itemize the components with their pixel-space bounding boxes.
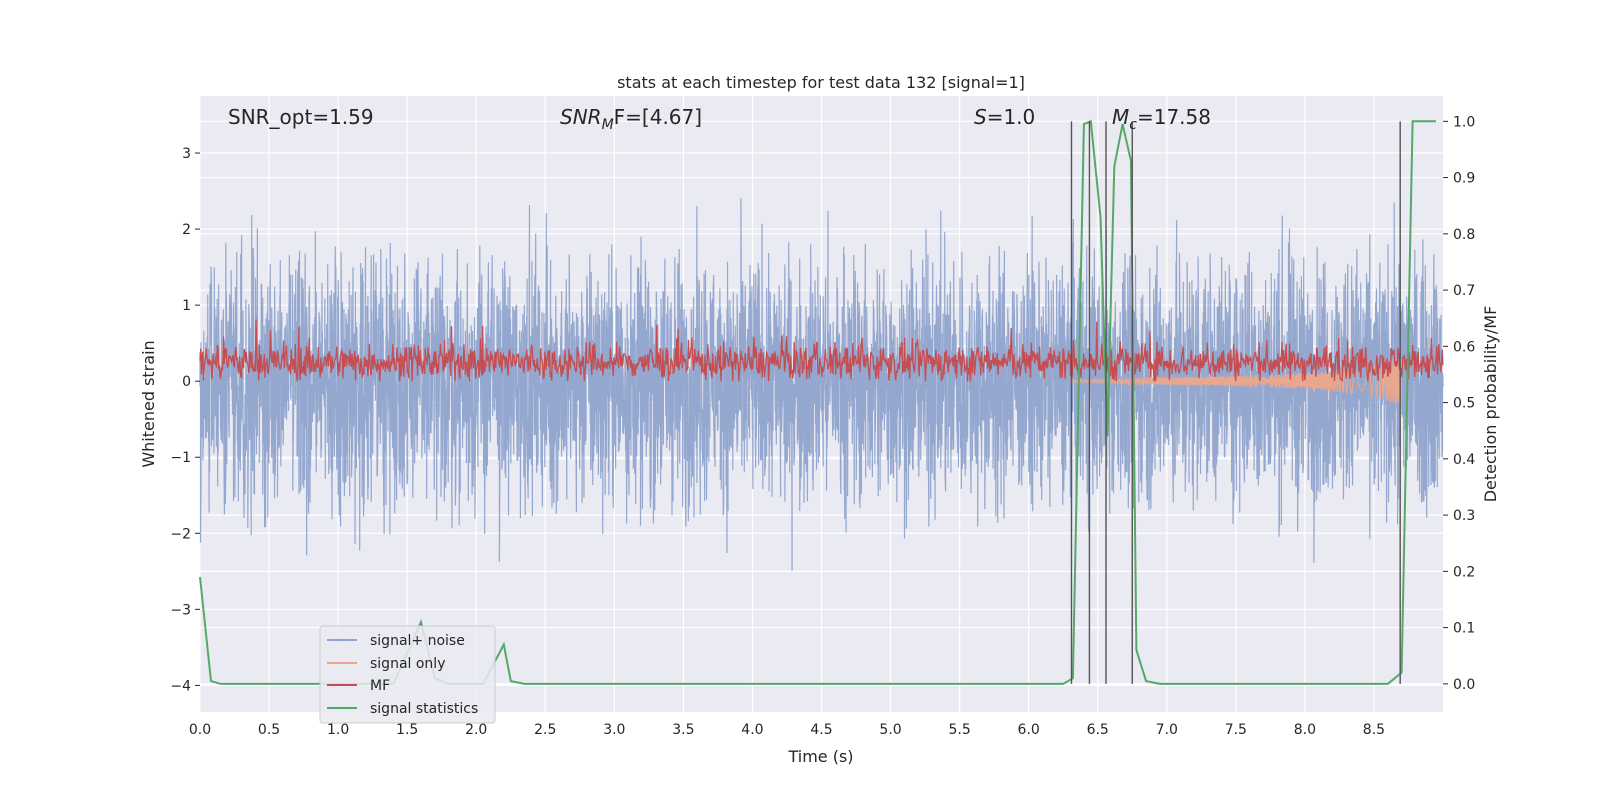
y-tick-label: 0 [182, 374, 191, 390]
x-axis-label: Time (s) [787, 747, 853, 766]
y-tick-label: 1 [182, 298, 191, 314]
x-tick-label: 6.0 [1018, 722, 1040, 738]
annotation-mc: Mc=17.58 [1112, 105, 1211, 133]
y2-tick-label: 1.0 [1453, 114, 1475, 130]
x-tick-label: 0.5 [258, 722, 280, 738]
y2-axis-ticks: 0.0 0.1 0.2 0.3 0.4 0.5 0.6 0.7 0.8 0.9 1.0 [1443, 114, 1475, 693]
y-axis-label: Whitened strain [139, 340, 158, 467]
y2-tick-label: 0.6 [1453, 339, 1475, 355]
y2-tick-label: 0.9 [1453, 171, 1475, 187]
y-tick-label: −1 [170, 450, 191, 466]
y-tick-label: 3 [182, 146, 191, 162]
y2-tick-label: 0.5 [1453, 396, 1475, 412]
legend-label-mf: MF [370, 678, 390, 694]
x-tick-label: 5.5 [948, 722, 970, 738]
x-tick-label: 2.5 [534, 722, 556, 738]
annotation-snr-mf: SNRMF=[4.67] [560, 105, 702, 133]
x-tick-label: 0.0 [189, 722, 211, 738]
legend-label-signal-noise: signal+ noise [370, 633, 465, 649]
x-axis-ticks: 0.0 0.5 1.0 1.5 2.0 2.5 3.0 3.5 4.0 4.5 5.0 5.5 6.0 6… [189, 722, 1385, 738]
y2-tick-label: 0.4 [1453, 452, 1475, 468]
y2-tick-label: 0.7 [1453, 283, 1475, 299]
annotation-snr-opt: SNR_opt=1.59 [228, 105, 374, 129]
y2-tick-label: 0.0 [1453, 677, 1475, 693]
x-tick-label: 2.0 [465, 722, 487, 738]
y2-tick-label: 0.8 [1453, 227, 1475, 243]
legend-box [319, 625, 496, 724]
x-tick-label: 7.0 [1156, 722, 1178, 738]
y-tick-label: 2 [182, 222, 191, 238]
y2-axis-label: Detection probability/MF [1481, 306, 1500, 503]
y2-tick-label: 0.2 [1453, 564, 1475, 580]
chart-title: stats at each timestep for test data 132… [617, 73, 1025, 92]
x-tick-label: 8.5 [1363, 722, 1385, 738]
x-tick-label: 3.0 [603, 722, 625, 738]
x-tick-label: 4.5 [810, 722, 832, 738]
x-tick-label: 3.5 [672, 722, 694, 738]
legend: signal+ noise signal only MF signal stat… [319, 625, 496, 724]
legend-label-signal-only: signal only [370, 656, 445, 672]
vertical-markers [1070, 121, 1401, 684]
legend-label-signal-statistics: signal statistics [370, 701, 478, 717]
x-tick-label: 1.0 [327, 722, 349, 738]
annotation-s: S=1.0 [974, 105, 1035, 129]
x-tick-label: 4.0 [741, 722, 763, 738]
series-mf [199, 319, 1444, 382]
x-tick-label: 5.0 [879, 722, 901, 738]
y-axis-ticks: −4 −3 −2 −1 0 1 2 3 [170, 146, 200, 694]
y-tick-label: −3 [170, 602, 191, 618]
y-tick-label: −2 [170, 526, 191, 542]
y2-tick-label: 0.3 [1453, 508, 1475, 524]
y-tick-label: −4 [170, 678, 191, 694]
y2-tick-label: 0.1 [1453, 621, 1475, 637]
x-tick-label: 7.5 [1225, 722, 1247, 738]
x-tick-label: 6.5 [1087, 722, 1109, 738]
x-tick-label: 1.5 [396, 722, 418, 738]
x-tick-label: 8.0 [1294, 722, 1316, 738]
